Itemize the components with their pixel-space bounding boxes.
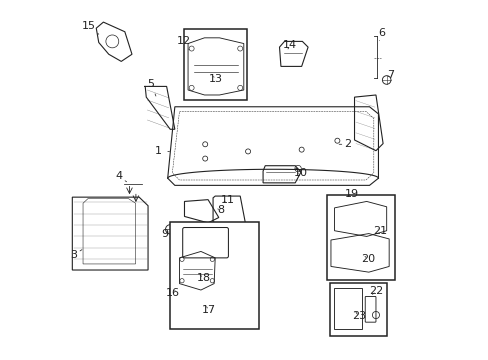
Text: 5: 5 <box>147 78 156 96</box>
Text: 18: 18 <box>196 273 210 283</box>
Text: 3: 3 <box>70 249 82 260</box>
Text: 22: 22 <box>369 287 383 296</box>
Text: 2: 2 <box>339 139 351 149</box>
FancyBboxPatch shape <box>170 222 258 329</box>
Text: 8: 8 <box>217 205 224 215</box>
Text: 20: 20 <box>360 254 374 264</box>
Text: 14: 14 <box>283 40 297 50</box>
FancyBboxPatch shape <box>183 29 247 100</box>
Text: 1: 1 <box>155 147 169 157</box>
Text: 11: 11 <box>220 195 234 204</box>
Text: 23: 23 <box>351 311 365 321</box>
Text: 21: 21 <box>372 226 386 236</box>
Text: 16: 16 <box>165 288 179 297</box>
Text: 19: 19 <box>345 189 359 199</box>
Text: 4: 4 <box>115 171 126 182</box>
Text: 15: 15 <box>82 21 99 34</box>
Text: 9: 9 <box>162 229 168 239</box>
Text: 17: 17 <box>202 305 215 315</box>
Text: 10: 10 <box>293 168 307 178</box>
Text: 6: 6 <box>378 28 385 41</box>
FancyBboxPatch shape <box>329 283 386 336</box>
Text: 13: 13 <box>208 74 223 84</box>
FancyBboxPatch shape <box>326 195 394 280</box>
Text: 7: 7 <box>386 69 394 80</box>
Text: 12: 12 <box>176 36 190 50</box>
